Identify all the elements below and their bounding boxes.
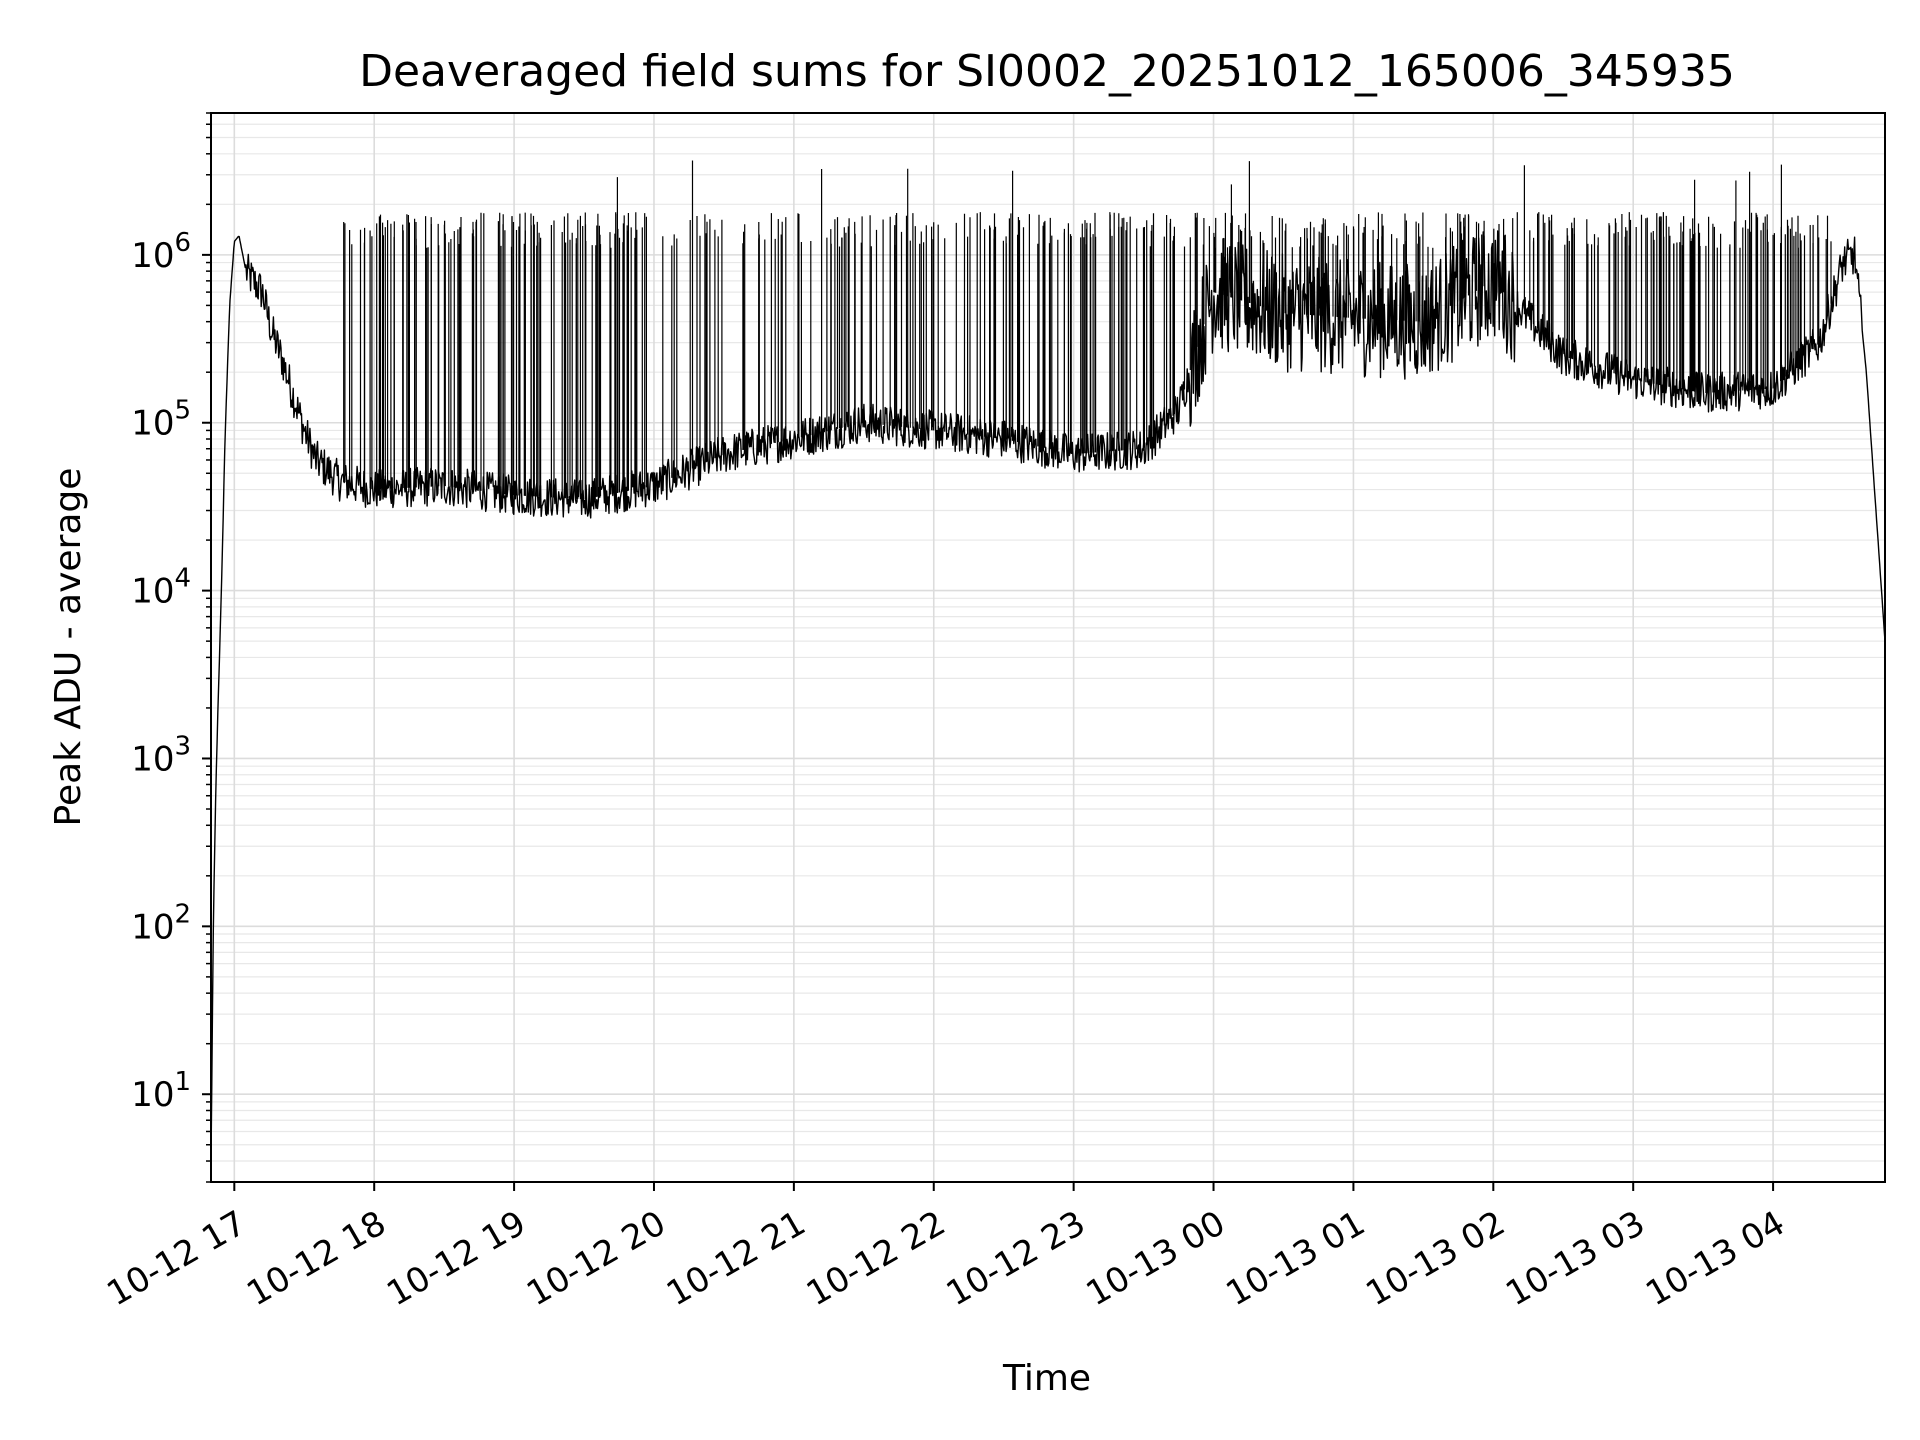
- grid: [211, 112, 1885, 1183]
- y-axis-label: Peak ADU - average: [48, 468, 89, 827]
- y-axis: 101 102 103 104 105 106: [131, 112, 211, 1183]
- y-tick-label: 102: [131, 899, 191, 947]
- spike-layer: [343, 160, 1832, 500]
- y-tick-label: 105: [131, 396, 191, 444]
- y-tick-label: 104: [131, 564, 191, 612]
- y-tick-label: 101: [131, 1067, 191, 1115]
- y-tick-label: 106: [131, 228, 191, 276]
- series-line: [210, 230, 1886, 1162]
- y-tick-label: 103: [131, 731, 191, 779]
- chart-title: Deaveraged field sums for SI0002_2025101…: [359, 46, 1735, 97]
- x-axis-label: Time: [1002, 1358, 1091, 1399]
- plot-area-frame: [210, 112, 1886, 1183]
